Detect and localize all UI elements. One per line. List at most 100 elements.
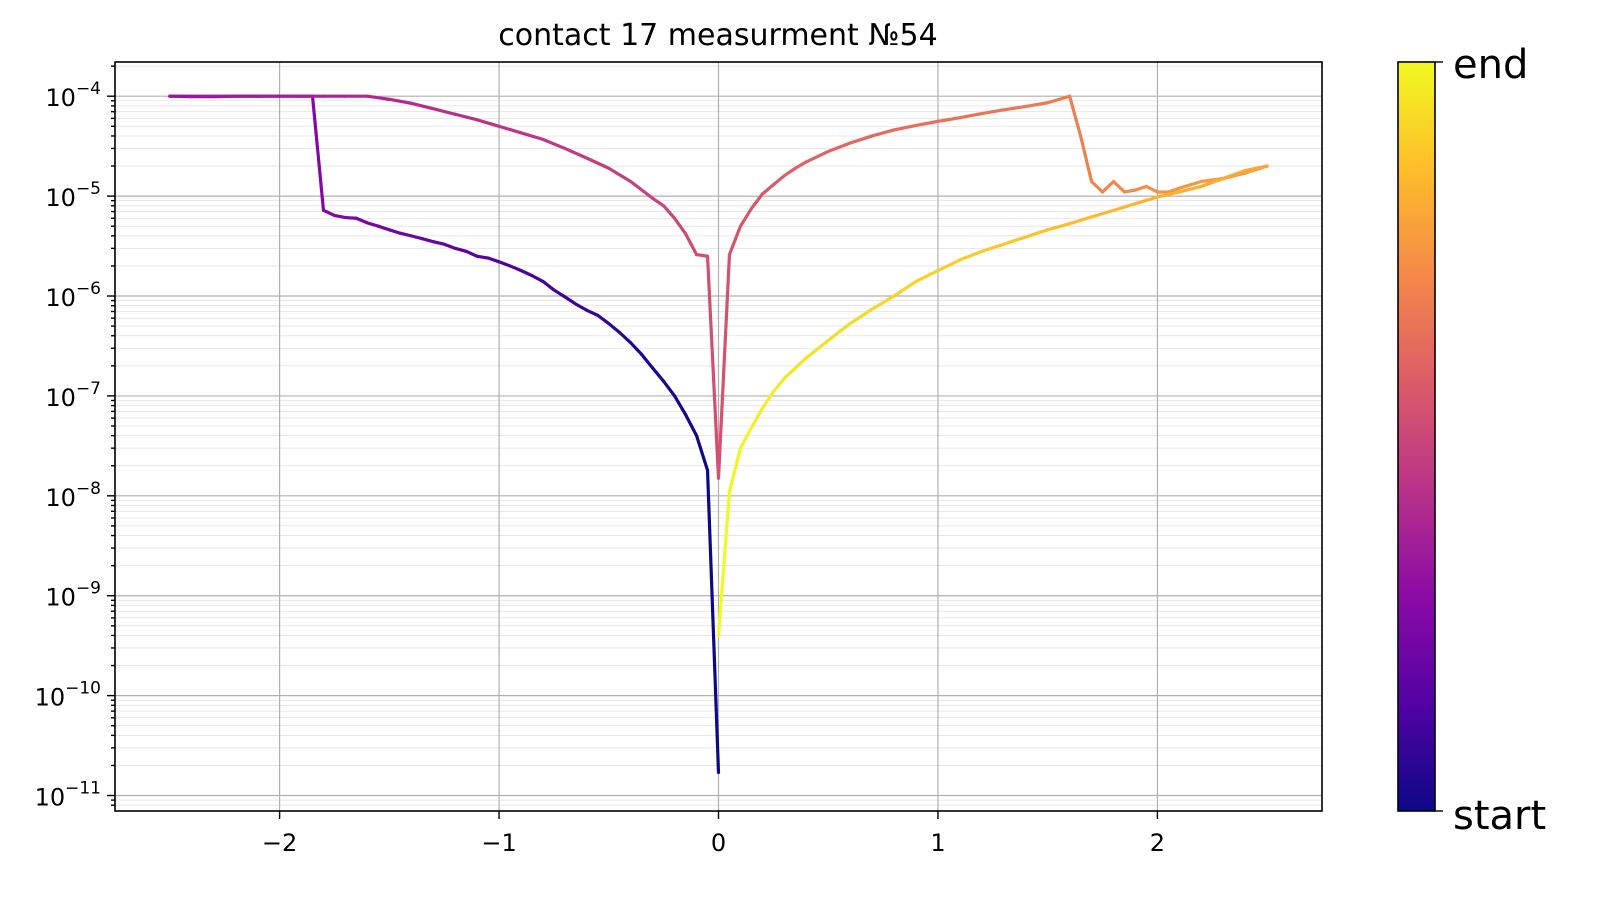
series-segment <box>705 468 721 775</box>
series-segment <box>387 228 402 235</box>
series-segment <box>936 258 962 273</box>
series-segment <box>804 149 830 164</box>
series-line <box>168 94 1269 775</box>
series-segment <box>980 242 1006 253</box>
series-segment <box>607 166 633 184</box>
series-segment <box>475 118 501 128</box>
y-tick-exponent: −8 <box>76 479 101 499</box>
series-segment <box>651 196 666 208</box>
series-segment <box>716 490 732 638</box>
series-segment <box>826 321 852 342</box>
series-segment <box>585 156 611 170</box>
series-segment <box>1046 222 1072 232</box>
series-segment <box>705 254 721 480</box>
series-segment <box>541 137 567 151</box>
series-segment <box>629 179 655 200</box>
x-tick-label: 1 <box>930 829 945 857</box>
series-segment <box>310 94 326 212</box>
y-tick-exponent: −7 <box>76 379 101 399</box>
series-segment <box>1068 215 1094 226</box>
series-segment <box>694 434 710 472</box>
y-tick-base: 10 <box>45 584 76 612</box>
series-segment <box>552 288 567 299</box>
y-tick-label: 10−5 <box>45 179 101 212</box>
series-segment <box>596 313 611 326</box>
series-segment <box>1111 179 1127 194</box>
series-segment <box>563 295 578 306</box>
series-segment <box>1089 179 1105 194</box>
y-tick-label: 10−9 <box>45 579 101 612</box>
x-tick-label: −1 <box>481 829 516 857</box>
series-segment <box>607 321 622 335</box>
series-segment <box>848 134 874 145</box>
y-tick-label: 10−11 <box>35 779 101 812</box>
colorbar: end start <box>1397 42 1546 839</box>
series-segment <box>574 302 589 312</box>
series-segment <box>958 111 984 120</box>
series-segment <box>1024 228 1050 239</box>
series-segment <box>749 406 764 430</box>
y-tick-label: 10−10 <box>35 679 101 712</box>
series-segment <box>365 94 391 101</box>
series-segment <box>749 192 764 211</box>
series-segment <box>508 264 523 273</box>
y-tick-base: 10 <box>35 784 66 812</box>
series-segment <box>936 116 962 123</box>
colorbar-label-start: start <box>1453 793 1546 839</box>
series-segment <box>727 224 743 257</box>
series-segment <box>892 123 918 132</box>
series-segment <box>563 146 589 160</box>
series-segment <box>914 268 940 284</box>
series-segment <box>1243 164 1269 173</box>
grid <box>115 62 1322 811</box>
series-segment <box>793 160 808 170</box>
series-segment <box>683 413 699 438</box>
series-segment <box>673 394 688 417</box>
chart-title: contact 17 measurment №54 <box>498 18 937 53</box>
series-segment <box>771 376 786 394</box>
x-tick-label: 0 <box>711 829 726 857</box>
y-tick-label: 10−4 <box>45 79 101 112</box>
series-segment <box>662 379 677 398</box>
y-tick-base: 10 <box>45 184 76 212</box>
series-segment <box>321 208 337 218</box>
y-tick-base: 10 <box>45 284 76 312</box>
series-segment <box>1177 179 1203 190</box>
series-segment <box>782 366 797 380</box>
x-axis: −2 −1 0 1 2 <box>262 811 1165 857</box>
series-segment <box>343 215 358 220</box>
series-segment <box>1002 235 1028 246</box>
series-segment <box>826 141 852 154</box>
series-segment <box>585 308 600 317</box>
series-segment <box>431 240 446 246</box>
series-segment <box>673 216 688 236</box>
y-tick-base: 10 <box>45 84 76 112</box>
series-segment <box>486 256 501 264</box>
series-segment <box>1078 134 1094 184</box>
series-segment <box>365 221 380 228</box>
series-segment <box>497 124 523 135</box>
series-segment <box>1089 208 1116 219</box>
series-segment <box>1111 202 1138 212</box>
series-segment <box>519 131 545 141</box>
series-segment <box>914 119 940 128</box>
series-segment <box>738 206 754 228</box>
series-segment <box>420 237 435 244</box>
series-segment <box>530 274 545 284</box>
y-tick-label: 10−6 <box>45 279 101 312</box>
series-segment <box>760 390 775 410</box>
series-segment <box>1144 184 1160 194</box>
series-segment <box>771 174 786 187</box>
series-segment <box>1133 195 1160 206</box>
series-segment <box>870 128 896 138</box>
series-segment <box>1133 184 1149 192</box>
series-segment <box>848 307 874 326</box>
series-segment <box>618 331 633 345</box>
y-tick-base: 10 <box>35 684 66 712</box>
y-tick-label: 10−7 <box>45 379 101 412</box>
y-tick-label: 10−8 <box>45 479 101 512</box>
series-segment <box>453 112 479 122</box>
series-segment <box>716 252 732 480</box>
